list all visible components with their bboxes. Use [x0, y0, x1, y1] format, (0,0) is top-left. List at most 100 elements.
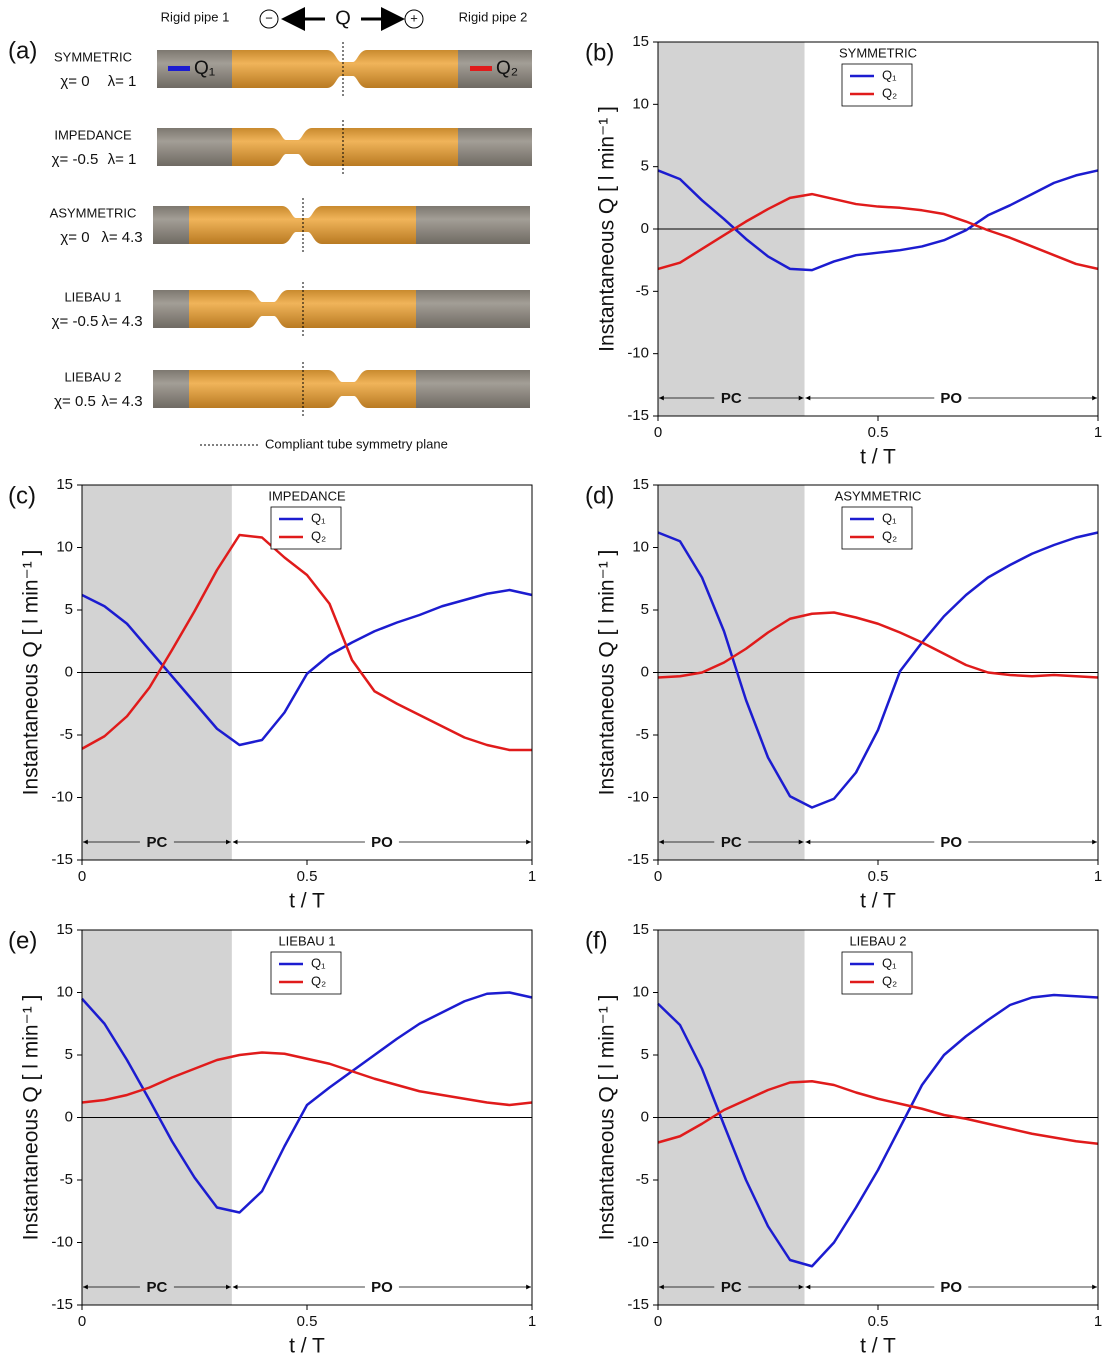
pipe-label: Rigid pipe 1 — [161, 9, 230, 24]
rigid-pipe — [153, 206, 189, 244]
y-tick-label: 15 — [56, 921, 73, 938]
phase-label-bg — [714, 1278, 749, 1296]
panel-label: (b) — [585, 39, 614, 66]
annotation: LIEBAU 2 — [849, 933, 906, 948]
legend-label: Q₁ — [311, 955, 326, 970]
legend-box — [841, 951, 913, 995]
rigid-pipe — [458, 50, 532, 88]
rigid-pipe — [157, 128, 232, 166]
config-chi: χ= 0 — [60, 73, 89, 90]
y-tick-label: -10 — [627, 788, 649, 805]
x-tick-label: 0 — [654, 424, 662, 441]
legend-label: Q₂ — [882, 528, 897, 543]
config-name: SYMMETRIC — [54, 49, 132, 64]
y-tick-label: 0 — [65, 663, 73, 680]
line-series — [657, 192, 1099, 271]
y-tick-label: -15 — [627, 1296, 649, 1313]
config-chi: χ= 0.5 — [54, 393, 96, 410]
y-tick-label: 0 — [641, 663, 649, 680]
config-name: ASYMMETRIC — [50, 205, 137, 220]
x-tick-label: 1 — [1094, 424, 1102, 441]
compliant-tube — [232, 50, 458, 88]
legend-label: Q₂ — [496, 58, 518, 79]
annotation: LIEBAU 1 — [278, 933, 335, 948]
y-tick-label: 5 — [641, 601, 649, 618]
panel-label: (d) — [585, 482, 614, 509]
rigid-pipe — [416, 206, 530, 244]
phase-label: PC — [721, 834, 742, 851]
legend-swatch — [168, 66, 190, 71]
line-series — [657, 531, 1099, 809]
legend-label: Q₁ — [882, 955, 897, 970]
y-tick-label: -5 — [636, 1171, 649, 1188]
legend-box — [270, 506, 342, 550]
x-axis-label: t / T — [289, 1335, 325, 1358]
legend-label: Q₁ — [882, 510, 897, 525]
sign-circle — [404, 9, 424, 29]
y-axis-label: Instantaneous Q [ l min⁻¹ ] — [596, 550, 619, 796]
y-tick-label: 10 — [56, 538, 73, 555]
x-tick-label: 1 — [528, 1313, 536, 1330]
y-tick-label: 15 — [632, 33, 649, 50]
legend-label: Q₂ — [311, 973, 326, 988]
y-axis-label: Instantaneous Q [ l min⁻¹ ] — [20, 550, 43, 796]
line-series — [657, 611, 1099, 679]
y-tick-label: -10 — [51, 788, 73, 805]
y-tick-label: 15 — [56, 476, 73, 493]
x-tick-label: 1 — [1094, 1313, 1102, 1330]
line-series — [81, 533, 532, 752]
y-tick-label: -15 — [51, 1296, 73, 1313]
rigid-pipe — [416, 290, 530, 328]
y-axis-label: Instantaneous Q [ l min⁻¹ ] — [20, 995, 43, 1241]
phase-label: PC — [721, 390, 742, 407]
y-tick-label: 0 — [641, 1108, 649, 1125]
config-chi: χ= -0.5 — [52, 313, 99, 330]
y-tick-label: -5 — [60, 1171, 73, 1188]
annotation: IMPEDANCE — [268, 488, 346, 503]
phase-label-bg — [139, 1278, 174, 1296]
phase-label: PC — [147, 834, 168, 851]
y-tick-label: -10 — [51, 1233, 73, 1250]
x-tick-label: 1 — [1094, 868, 1102, 885]
phase-label: PO — [940, 390, 962, 407]
y-axis-label: Instantaneous Q [ l min⁻¹ ] — [596, 106, 619, 352]
x-tick-label: 0.5 — [868, 424, 889, 441]
y-tick-label: 5 — [641, 1046, 649, 1063]
phase-label-bg — [364, 833, 399, 851]
x-tick-label: 0 — [78, 868, 86, 885]
y-tick-label: 10 — [632, 95, 649, 112]
rigid-pipe — [153, 370, 189, 408]
panel-label: (c) — [8, 482, 36, 509]
x-axis-label: t / T — [860, 890, 896, 913]
legend-label: Q₁ — [311, 510, 326, 525]
sign: − — [265, 10, 273, 25]
pipe-label: Rigid pipe 2 — [459, 9, 528, 24]
x-axis-label: t / T — [860, 1335, 896, 1358]
rigid-pipe — [153, 290, 189, 328]
config-name: IMPEDANCE — [54, 127, 132, 142]
y-tick-label: -15 — [627, 851, 649, 868]
y-tick-label: -5 — [636, 282, 649, 299]
y-tick-label: 10 — [632, 983, 649, 1000]
phase-label: PO — [371, 1279, 393, 1296]
x-axis-label: t / T — [289, 890, 325, 913]
config-name: LIEBAU 1 — [64, 289, 121, 304]
phase-label: PC — [721, 1279, 742, 1296]
x-axis-label: t / T — [860, 446, 896, 469]
x-tick-label: 0.5 — [297, 868, 318, 885]
y-tick-label: -10 — [627, 345, 649, 362]
flow-label: Q — [335, 7, 351, 29]
phase-label: PO — [940, 1279, 962, 1296]
x-tick-label: 0.5 — [297, 1313, 318, 1330]
y-tick-label: 0 — [65, 1108, 73, 1125]
legend-label: Q₂ — [311, 528, 326, 543]
compliant-tube — [189, 370, 416, 408]
phase-label-bg — [934, 833, 969, 851]
x-tick-label: 0 — [654, 868, 662, 885]
legend-box — [270, 951, 342, 995]
config-name: LIEBAU 2 — [64, 369, 121, 384]
line-series — [657, 169, 1099, 272]
config-chi: χ= -0.5 — [52, 151, 99, 168]
